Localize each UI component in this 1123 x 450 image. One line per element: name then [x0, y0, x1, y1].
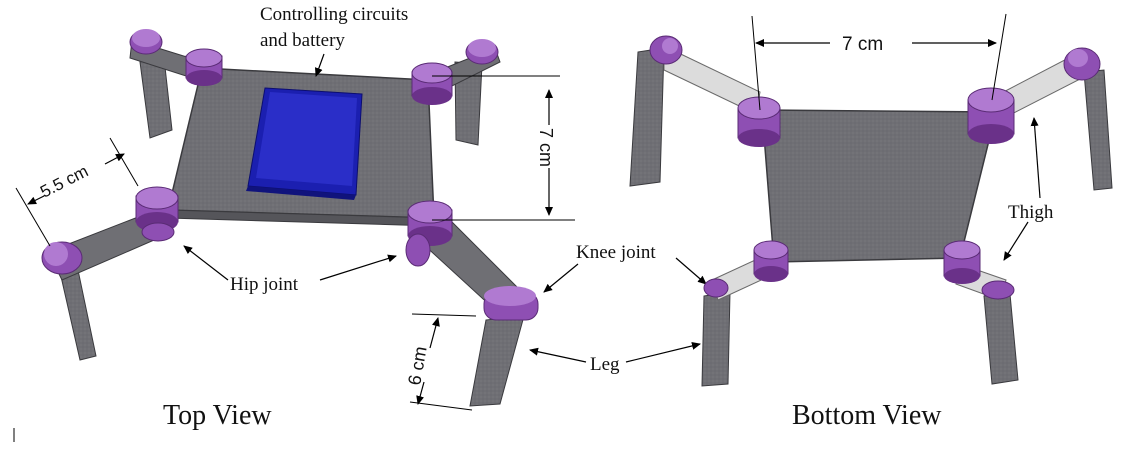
bottom-hip-joint-back-right — [967, 87, 1015, 144]
dim-body-length-label: 7 cm — [536, 128, 556, 167]
hip-joint-back-right — [411, 62, 453, 105]
dim-body-width: 7 cm — [751, 13, 1007, 111]
bottom-view-title: Bottom View — [792, 400, 942, 431]
leg-label: Leg — [590, 354, 620, 375]
leg-front-left — [41, 186, 179, 361]
bottom-leg-back-left — [629, 35, 761, 187]
controller-label-line1: Controlling circuits — [260, 4, 408, 25]
top-view: 7 cm 5.5 cm 6 cm Controlling circuits an… — [15, 4, 707, 431]
callout-leg: Leg — [529, 342, 701, 375]
dim-thigh-length-label: 5.5 cm — [37, 161, 91, 201]
controller-label-line2: and battery — [260, 30, 345, 51]
bottom-view: 7 cm Thigh Bottom View — [629, 13, 1113, 431]
callout-thigh: Thigh — [1003, 117, 1054, 261]
bottom-leg-front-left — [701, 240, 789, 387]
bottom-hip-joint-back-left — [737, 96, 781, 147]
dim-body-width-label: 7 cm — [842, 34, 883, 55]
dim-body-length: 7 cm — [432, 75, 575, 221]
leg-back-left — [129, 29, 191, 139]
leg-back-right — [439, 39, 501, 146]
hip-joint-label: Hip joint — [230, 274, 299, 295]
callout-knee-joint: Knee joint — [543, 242, 707, 293]
knee-joint-label: Knee joint — [576, 242, 656, 263]
hip-joint-back-left — [185, 48, 223, 86]
callout-controller: Controlling circuits and battery — [260, 4, 408, 77]
battery-box — [246, 87, 363, 200]
dim-leg-length: 6 cm — [404, 313, 477, 411]
bottom-leg-front-right — [943, 240, 1019, 385]
bottom-leg-back-right — [991, 47, 1113, 191]
callout-hip-joint: Hip joint — [183, 245, 397, 295]
dim-leg-length-label: 6 cm — [404, 345, 430, 387]
thigh-label: Thigh — [1008, 202, 1054, 223]
bottom-body-plate — [761, 109, 997, 263]
leg-front-right — [405, 200, 539, 407]
top-view-title: Top View — [163, 400, 272, 431]
